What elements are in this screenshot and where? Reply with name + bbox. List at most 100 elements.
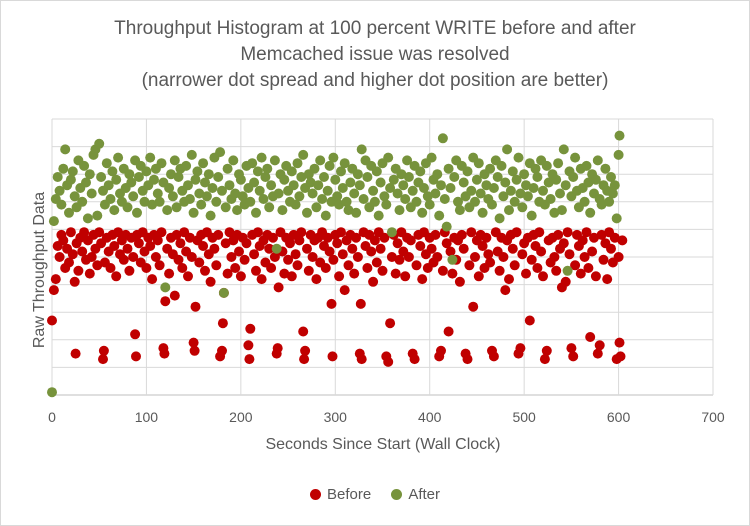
data-point-after xyxy=(434,210,445,221)
data-point-before xyxy=(598,254,609,265)
legend-label-after: After xyxy=(408,486,441,503)
data-point-before xyxy=(245,323,256,334)
data-point-after xyxy=(67,166,78,177)
data-point-before xyxy=(186,252,197,262)
data-point-before xyxy=(352,252,363,262)
data-point-after xyxy=(590,174,601,185)
data-point-before xyxy=(568,351,579,362)
data-point-after xyxy=(296,172,307,182)
legend-item-before[interactable]: Before xyxy=(309,486,371,503)
data-point-before xyxy=(235,271,246,282)
data-point-before xyxy=(220,238,231,249)
data-point-after xyxy=(373,210,384,221)
data-point-after xyxy=(256,152,267,163)
data-point-after xyxy=(445,183,456,193)
data-points xyxy=(47,130,628,398)
data-point-before xyxy=(454,276,465,287)
data-point-after xyxy=(583,177,594,188)
data-point-before xyxy=(133,238,144,249)
data-point-after xyxy=(207,183,218,193)
data-point-after xyxy=(235,174,246,185)
data-point-after xyxy=(111,174,122,185)
data-point-after xyxy=(371,166,382,177)
series-before xyxy=(47,227,628,367)
data-point-after xyxy=(394,205,405,216)
data-point-after xyxy=(156,158,167,169)
data-point-before xyxy=(98,345,109,356)
data-point-after xyxy=(504,205,514,216)
data-point-before xyxy=(436,345,446,356)
data-point-after xyxy=(307,188,318,199)
data-point-after xyxy=(249,177,260,188)
data-point-after xyxy=(411,196,422,207)
data-point-after xyxy=(128,191,139,202)
data-point-after xyxy=(551,174,562,185)
data-point-after xyxy=(560,180,571,191)
data-point-before xyxy=(587,246,598,257)
data-point-before xyxy=(249,249,260,260)
data-point-after xyxy=(511,174,522,185)
data-point-before xyxy=(230,263,241,273)
data-point-before xyxy=(109,241,120,251)
data-point-before xyxy=(362,263,373,273)
data-point-before xyxy=(73,265,84,276)
data-point-after xyxy=(526,210,537,221)
data-point-after xyxy=(521,180,531,191)
data-point-after xyxy=(530,163,541,174)
data-point-after xyxy=(388,174,399,185)
data-point-after xyxy=(94,138,105,149)
data-point-after xyxy=(230,188,241,199)
data-point-after xyxy=(386,227,397,238)
data-point-after xyxy=(167,191,178,202)
data-point-after xyxy=(69,191,80,202)
data-point-before xyxy=(500,285,511,296)
data-point-before xyxy=(183,271,193,282)
data-point-before xyxy=(351,232,362,243)
data-point-before xyxy=(285,238,295,249)
data-point-after xyxy=(487,199,497,210)
data-point-after xyxy=(436,180,446,191)
data-point-before xyxy=(564,249,575,260)
data-point-before xyxy=(560,276,571,287)
data-point-after xyxy=(203,169,214,180)
data-point-before xyxy=(122,243,133,254)
data-point-before xyxy=(617,235,628,246)
data-point-after xyxy=(298,149,309,160)
data-point-after xyxy=(375,177,386,188)
data-point-before xyxy=(386,252,397,262)
data-point-after xyxy=(269,155,280,166)
data-point-after xyxy=(277,205,288,216)
data-point-after xyxy=(79,160,90,171)
legend-item-after[interactable]: After xyxy=(391,486,440,503)
data-point-after xyxy=(218,287,229,298)
chart-title-line-1: Throughput Histogram at 100 percent WRIT… xyxy=(114,18,636,39)
data-point-after xyxy=(294,191,305,202)
data-point-before xyxy=(437,265,448,276)
data-point-before xyxy=(549,252,560,262)
data-point-before xyxy=(145,241,156,251)
data-point-before xyxy=(124,265,135,276)
data-point-after xyxy=(477,207,488,218)
data-point-before xyxy=(375,243,386,254)
data-point-after xyxy=(611,213,622,224)
data-point-before xyxy=(590,271,601,282)
data-point-before xyxy=(94,227,105,238)
data-point-after xyxy=(279,174,290,185)
data-point-before xyxy=(48,285,59,296)
data-point-after xyxy=(579,196,590,207)
data-point-after xyxy=(581,160,592,171)
data-point-before xyxy=(443,326,454,337)
data-point-after xyxy=(407,185,418,196)
data-point-before xyxy=(417,274,428,285)
data-point-after xyxy=(251,207,261,218)
data-point-after xyxy=(509,196,520,207)
data-point-after xyxy=(383,152,394,163)
data-point-before xyxy=(79,227,90,238)
data-point-after xyxy=(262,163,273,174)
data-point-before xyxy=(256,274,267,285)
data-point-after xyxy=(528,183,539,193)
data-point-before xyxy=(356,354,367,365)
data-point-after xyxy=(86,188,97,199)
data-point-before xyxy=(468,301,479,312)
data-point-after xyxy=(453,196,463,207)
